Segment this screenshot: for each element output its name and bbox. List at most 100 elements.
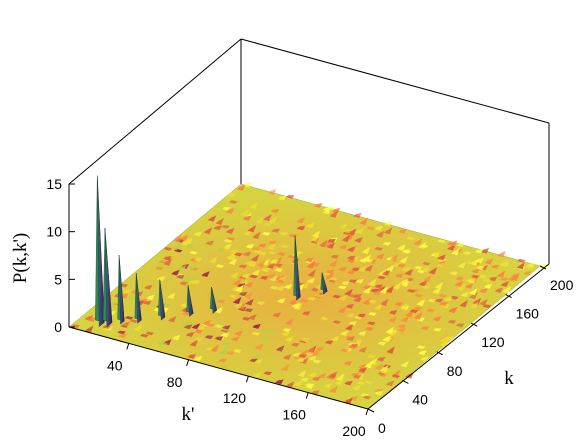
floor-edges [68,263,550,410]
surface-cell [263,371,272,376]
surface-cell [285,195,295,199]
surface-cell [302,311,311,316]
surface-cell [275,379,284,385]
surface-cell [401,266,411,272]
surface-cell [409,309,419,314]
surface-cell [247,224,257,233]
surface-cell [516,258,526,263]
surface-cell [525,262,534,270]
surface-cell [362,395,372,400]
surface-cell [460,292,470,298]
surface-cell [494,287,504,294]
surface-cell [480,248,490,254]
surface-cell [311,349,320,357]
surface-cell [189,339,199,347]
y-tick-label: 160 [516,306,540,322]
surface-cell [496,270,506,278]
surface-cell [439,339,449,348]
y-tick-label: 80 [447,363,463,379]
surface-cell [385,264,395,272]
surface-cell [374,247,383,251]
surface-cell [274,263,283,268]
surface-cell [439,335,449,343]
surface-cell [364,327,374,332]
surface-cell [372,288,382,296]
x-axis-line [68,326,369,410]
surface-cell [472,298,482,305]
surface-cell [398,228,407,234]
surface-cell [323,383,332,389]
surface-cell [432,287,441,294]
surface-cell [307,269,316,277]
surface-cell [251,246,261,251]
surface-cell [176,274,185,279]
surface-cell [449,271,459,276]
surface-cell [434,298,444,303]
surface-cell [340,348,350,353]
surface-cell [193,231,203,237]
surface-cell [154,266,164,271]
surface-cell [223,243,232,250]
surface-cell [202,319,211,326]
surface-cell [242,215,252,221]
x-axis-label: k' [182,404,195,425]
y-tick [539,265,547,270]
surface-cell [187,354,197,359]
surface-cell [300,298,309,303]
surface-cell [497,250,506,258]
peak-face-right [104,228,113,328]
surface-cell [300,338,310,342]
surface-cell [182,273,191,282]
surface-cell [362,286,372,294]
surface-cell [267,331,276,335]
surface-cell [187,322,197,326]
surface-cell [252,354,261,359]
surface-cell [220,333,230,338]
surface-cell [368,259,377,265]
surface-cell [366,226,376,231]
surface-cell [341,281,350,286]
surface-cell [142,301,152,306]
y-tick [436,351,444,356]
surface-cell [464,283,474,289]
surface-cell [377,341,387,346]
surface-cell [296,217,305,224]
surface-cell [344,380,353,386]
surface-cell [71,324,80,329]
surface-cell [439,302,448,307]
axes-box [68,38,550,327]
surface-cell [374,390,384,396]
surface-cell [191,280,201,284]
surface-cell [329,277,338,281]
surface-cell [299,358,309,364]
surface-cell [483,283,493,289]
surface-cell [250,254,260,262]
surface-cell [501,261,510,268]
surface-cell [348,321,357,326]
surface-cell [179,234,189,241]
surface-cell [431,252,441,257]
surface-cell [427,298,437,303]
surface-cell [233,349,242,353]
surface-cell [226,237,235,241]
surface-cell [357,313,366,318]
surface-cell [189,250,198,255]
surface-cell [236,184,246,191]
surface-cell [121,321,131,327]
y-axis-line [367,263,550,410]
surface-cell [240,208,250,217]
surface-cell [227,193,236,197]
surface-cell [368,299,377,304]
surface-cell [322,207,332,215]
surface-cell [428,267,438,275]
surface-cell [218,358,228,363]
surface-cell [267,250,277,255]
surface-cell [432,316,442,322]
surface-cell [346,313,355,318]
surface-cell [158,342,168,346]
surface-cell [274,268,283,273]
surface-cell [462,251,472,256]
surface-cell [382,242,392,246]
surface-cell [418,280,428,287]
surface-cell [400,360,410,368]
